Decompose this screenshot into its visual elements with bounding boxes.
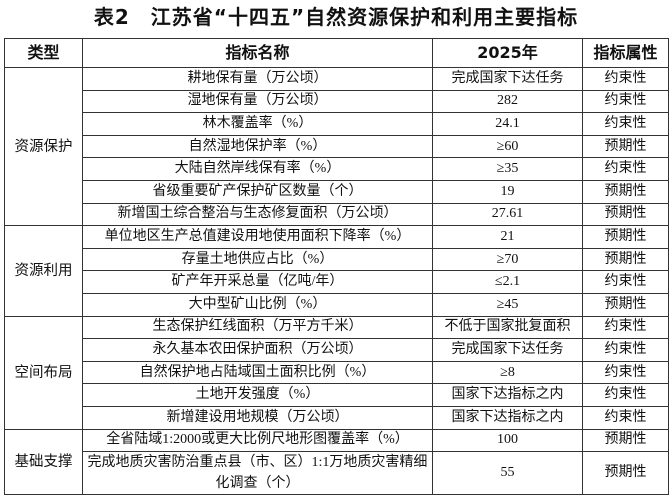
indicator-name-cell: 土地开发强度（%） — [82, 383, 433, 407]
indicator-name-cell: 大中型矿山比例（%） — [82, 292, 433, 317]
target-2025-cell: ≥8 — [432, 360, 583, 385]
target-2025-cell: 不低于国家批复面积 — [432, 315, 583, 340]
target-2025-cell: 国家下达指标之内 — [432, 383, 583, 407]
attribute-cell: 约束性 — [582, 315, 669, 340]
indicator-name-cell: 湿地保有量（万公顷） — [82, 89, 433, 114]
table-row: 土地开发强度（%） 国家下达指标之内 约束性 — [5, 383, 669, 407]
table-row: 省级重要矿产保护矿区数量（个） 19 预期性 — [5, 179, 669, 204]
indicator-name-cell: 全省陆域1:2000或更大比例尺地形图覆盖率（%） — [82, 428, 433, 453]
table-row: 矿产年开采总量（亿吨/年） ≤2.1 约束性 — [5, 270, 669, 294]
attribute-cell: 约束性 — [582, 360, 669, 385]
table-row: 自然湿地保护率（%） ≥60 预期性 — [5, 134, 669, 159]
target-2025-cell: 国家下达指标之内 — [432, 405, 583, 430]
indicator-name-cell: 存量土地供应占比（%） — [82, 247, 433, 272]
indicator-name-cell: 自然湿地保护率（%） — [82, 134, 433, 159]
category-cell: 资源保护 — [4, 66, 83, 227]
table-row: 资源保护 耕地保有量（万公顷） 完成国家下达任务 约束性 — [4, 66, 669, 227]
table-row: 基础支撑 全省陆域1:2000或更大比例尺地形图覆盖率（%） 100 预期性 — [4, 428, 669, 496]
target-2025-cell: 55 — [432, 451, 583, 496]
attribute-cell: 预期性 — [582, 179, 669, 204]
attribute-cell: 预期性 — [582, 134, 669, 159]
header-indicator-name: 指标名称 — [82, 38, 433, 68]
target-2025-cell: 完成国家下达任务 — [432, 67, 583, 91]
table-row: 大陆自然岸线保有率（%） ≥35 约束性 — [5, 157, 669, 181]
target-2025-cell: ≤2.1 — [432, 270, 583, 294]
table-row: 大中型矿山比例（%） ≥45 预期性 — [5, 292, 669, 317]
indicator-name-cell: 省级重要矿产保护矿区数量（个） — [82, 179, 433, 204]
category-cell: 基础支撑 — [4, 428, 83, 496]
target-2025-cell: 100 — [432, 428, 583, 453]
table-row: 林木覆盖率（%） 24.1 约束性 — [5, 112, 669, 136]
attribute-cell: 约束性 — [582, 67, 669, 91]
category-cell: 空间布局 — [4, 315, 83, 430]
target-2025-cell: 完成国家下达任务 — [432, 338, 583, 362]
indicator-name-cell: 耕地保有量（万公顷） — [82, 67, 433, 91]
target-2025-cell: 19 — [432, 179, 583, 204]
attribute-cell: 约束性 — [582, 157, 669, 181]
table-row: 新增建设用地规模（万公顷） 国家下达指标之内 约束性 — [5, 405, 669, 430]
target-2025-cell: ≥45 — [432, 292, 583, 317]
indicators-table: 类型 指标名称 2025年 指标属性 资源保护 耕地保有量（万公顷） 完成国家下达任… — [4, 38, 669, 496]
indicator-name-cell: 永久基本农田保护面积（万公顷） — [82, 338, 433, 362]
attribute-cell: 约束性 — [582, 112, 669, 136]
attribute-cell: 约束性 — [582, 383, 669, 407]
header-2025: 2025年 — [432, 38, 583, 68]
target-2025-cell: ≥35 — [432, 157, 583, 181]
attribute-cell: 约束性 — [582, 89, 669, 114]
header-type: 类型 — [4, 38, 83, 68]
target-2025-cell: 27.61 — [432, 202, 583, 227]
attribute-cell: 预期性 — [582, 428, 669, 453]
attribute-cell: 预期性 — [582, 451, 669, 496]
table-row: 新增国土综合整治与生态修复面积（万公顷） 27.61 预期性 — [5, 202, 669, 227]
attribute-cell: 约束性 — [582, 405, 669, 430]
table-row: 湿地保有量（万公顷） 282 约束性 — [5, 89, 669, 114]
indicator-name-cell: 单位地区生产总值建设用地使用面积下降率（%） — [82, 225, 433, 249]
indicator-name-cell: 林木覆盖率（%） — [82, 112, 433, 136]
header-attribute: 指标属性 — [582, 38, 669, 68]
table-row: 空间布局 生态保护红线面积（万平方千米） 不低于国家批复面积 约束性 — [4, 315, 669, 430]
target-2025-cell: 282 — [432, 89, 583, 114]
indicator-name-cell: 矿产年开采总量（亿吨/年） — [82, 270, 433, 294]
table-row: 资源利用 单位地区生产总值建设用地使用面积下降率（%） 21 预期性 — [4, 225, 669, 317]
table-row: 完成地质灾害防治重点县（市、区）1:1万地质灾害精细化调查（个） 55 预期性 — [5, 451, 669, 496]
table-title: 表2 江苏省“十四五”自然资源保护和利用主要指标 — [93, 5, 579, 29]
table-row: 存量土地供应占比（%） ≥70 预期性 — [5, 247, 669, 272]
target-2025-cell: 24.1 — [432, 112, 583, 136]
attribute-cell: 预期性 — [582, 225, 669, 249]
indicator-name-cell: 生态保护红线面积（万平方千米） — [82, 315, 433, 340]
attribute-cell: 约束性 — [582, 270, 669, 294]
table-header-row: 类型 指标名称 2025年 指标属性 — [4, 38, 669, 68]
attribute-cell: 预期性 — [582, 202, 669, 227]
indicator-name-cell: 大陆自然岸线保有率（%） — [82, 157, 433, 181]
attribute-cell: 预期性 — [582, 247, 669, 272]
target-2025-cell: ≥70 — [432, 247, 583, 272]
attribute-cell: 预期性 — [582, 292, 669, 317]
indicator-name-cell: 新增国土综合整治与生态修复面积（万公顷） — [82, 202, 433, 227]
table-row: 自然保护地占陆域国土面积比例（%） ≥8 约束性 — [5, 360, 669, 385]
indicator-name-cell: 自然保护地占陆域国土面积比例（%） — [82, 360, 433, 385]
indicator-name-cell: 新增建设用地规模（万公顷） — [82, 405, 433, 430]
target-2025-cell: ≥60 — [432, 134, 583, 159]
target-2025-cell: 21 — [432, 225, 583, 249]
indicator-name-cell: 完成地质灾害防治重点县（市、区）1:1万地质灾害精细化调查（个） — [82, 451, 433, 496]
attribute-cell: 约束性 — [582, 338, 669, 362]
table-row: 永久基本农田保护面积（万公顷） 完成国家下达任务 约束性 — [5, 338, 669, 362]
category-cell: 资源利用 — [4, 225, 83, 317]
